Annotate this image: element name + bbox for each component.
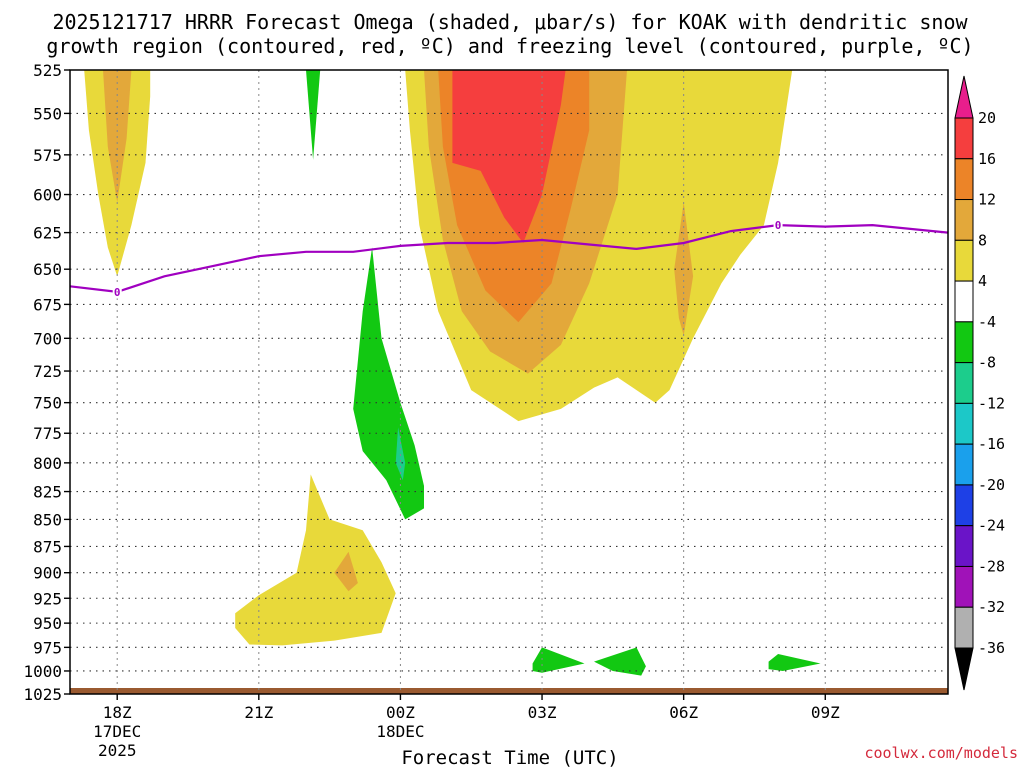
ground-layer	[70, 688, 948, 694]
omega-region-8	[353, 247, 424, 520]
colorbar-label-11: -28	[978, 557, 1005, 575]
omega-region-13	[594, 647, 646, 676]
colorbar-label-5: -4	[978, 313, 996, 331]
y-tick-label-675: 675	[33, 295, 62, 314]
colorbar-bin-8	[954, 402, 974, 445]
x-tick-label-33-0: 09Z	[811, 703, 840, 722]
colorbar-label-1: 16	[978, 150, 996, 168]
colorbar-label-0: 20	[978, 109, 996, 127]
colorbar-bin-13	[954, 606, 974, 649]
y-tick-label-725: 725	[33, 362, 62, 381]
colorbar-bin-7	[954, 362, 974, 404]
y-tick-label-575: 575	[33, 146, 62, 165]
y-tick-label-1000: 1000	[23, 662, 62, 681]
y-tick-label-625: 625	[33, 224, 62, 243]
colorbar-bin-4	[954, 239, 974, 282]
y-tick-label-700: 700	[33, 329, 62, 348]
omega-region-10	[235, 474, 396, 646]
x-tick-label-27-0: 03Z	[528, 703, 557, 722]
colorbar-label-13: -36	[978, 639, 1005, 657]
colorbar-bin-6	[954, 321, 974, 364]
y-tick-label-900: 900	[33, 564, 62, 583]
colorbar-arrow-bottom	[954, 647, 974, 691]
omega-region-2	[306, 70, 321, 160]
colorbar-label-9: -20	[978, 476, 1005, 494]
y-tick-label-950: 950	[33, 614, 62, 633]
x-tick-label-21-0: 21Z	[244, 703, 273, 722]
y-axis-ticks: 525 550 575 600 625 650 675 700 725 750 775 800 825 8…	[23, 61, 70, 704]
colorbar-bin-2	[954, 158, 974, 201]
colorbar-label-12: -32	[978, 598, 1005, 616]
freezing-level-contour: 00	[69, 218, 949, 299]
colorbar-label-4: 4	[978, 272, 987, 290]
x-tick-label-18-2: 2025	[98, 741, 137, 760]
x-tick-label-30-0: 06Z	[669, 703, 698, 722]
x-axis-label: Forecast Time (UTC)	[401, 747, 618, 768]
colorbar-label-10: -24	[978, 517, 1005, 535]
freezing-level-label-1: 0	[775, 219, 782, 232]
freezing-label-bg-0	[112, 285, 122, 299]
y-tick-label-1025: 1025	[23, 685, 62, 704]
y-tick-label-775: 775	[33, 424, 62, 443]
y-tick-label-600: 600	[33, 186, 62, 205]
freezing-level-label-0: 0	[114, 286, 121, 299]
y-tick-label-650: 650	[33, 260, 62, 279]
chart-title-line2: growth region (contoured, red, ºC) and f…	[46, 34, 973, 58]
x-tick-label-24-0: 00Z	[386, 703, 415, 722]
colorbar-bin-3	[954, 199, 974, 241]
colorbar-bin-10	[954, 484, 974, 527]
y-tick-label-825: 825	[33, 483, 62, 502]
x-tick-label-18-0: 18Z	[103, 703, 132, 722]
colorbar-bin-1	[954, 117, 974, 160]
omega-region-9	[395, 427, 406, 481]
colorbar-bin-12	[954, 565, 974, 608]
colorbar-label-6: -8	[978, 354, 996, 372]
colorbar-bin-5	[954, 280, 974, 323]
y-tick-label-750: 750	[33, 394, 62, 413]
y-tick-label-850: 850	[33, 510, 62, 529]
colorbar-label-3: 8	[978, 231, 987, 249]
colorbar: 20 16 12 8 4 -4 -8 -12 -16 -20 -24 -28 -32 -36	[954, 75, 1005, 691]
omega-region-11	[334, 551, 358, 592]
y-tick-label-975: 975	[33, 638, 62, 657]
x-tick-label-24-1: 18DEC	[376, 722, 424, 741]
colorbar-bin-11	[954, 525, 974, 567]
omega-region-12	[532, 647, 585, 673]
grid-lines	[70, 70, 948, 694]
freezing-label-bg-1	[773, 218, 783, 232]
colorbar-label-2: 12	[978, 191, 996, 209]
colorbar-bin-9	[954, 443, 974, 486]
y-tick-label-525: 525	[33, 61, 62, 80]
y-tick-label-550: 550	[33, 104, 62, 123]
y-tick-label-925: 925	[33, 589, 62, 608]
plot-frame	[69, 69, 949, 695]
credit-text: coolwx.com/models	[864, 744, 1018, 762]
ground-strip	[70, 688, 948, 694]
chart-title-line1: 2025121717 HRRR Forecast Omega (shaded, …	[52, 10, 968, 34]
y-tick-label-875: 875	[33, 537, 62, 556]
colorbar-label-7: -12	[978, 394, 1005, 412]
colorbar-label-8: -16	[978, 435, 1005, 453]
x-tick-label-18-1: 17DEC	[93, 722, 141, 741]
y-tick-label-800: 800	[33, 454, 62, 473]
omega-region-14	[768, 654, 821, 671]
